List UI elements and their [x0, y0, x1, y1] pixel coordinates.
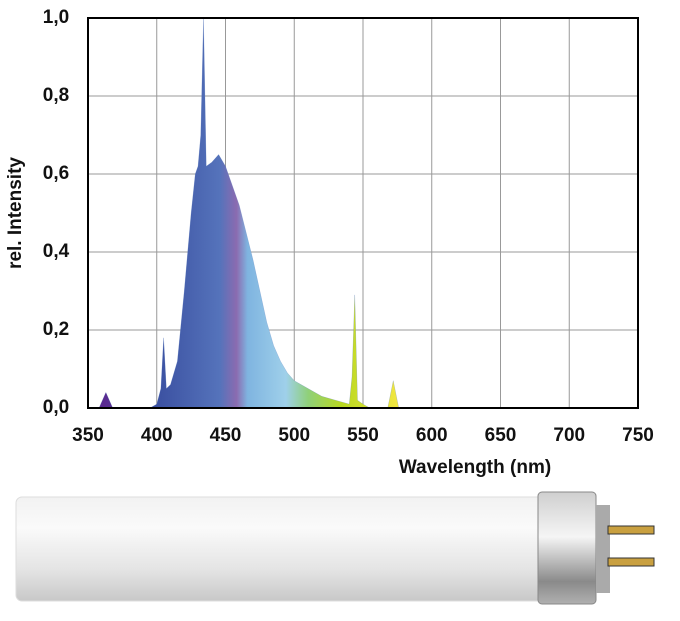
- y-tick-label: 0,4: [43, 241, 70, 262]
- y-axis-label: rel. Intensity: [5, 157, 26, 269]
- y-tick-label: 0,6: [43, 163, 69, 184]
- y-tick-label: 0,0: [43, 397, 69, 418]
- x-tick-label: 650: [485, 425, 517, 446]
- y-tick-label: 0,2: [43, 319, 69, 340]
- tube-photo: [15, 491, 655, 605]
- x-tick-label: 600: [416, 425, 448, 446]
- x-tick-label: 750: [622, 425, 654, 446]
- plot-frame: [87, 17, 639, 409]
- x-axis-label: Wavelength (nm): [399, 457, 551, 478]
- x-tick-label: 550: [347, 425, 379, 446]
- y-tick-label: 1,0: [43, 7, 69, 28]
- x-tick-label: 450: [210, 425, 242, 446]
- y-tick-label: 0,8: [43, 85, 69, 106]
- spectrum-area: [98, 17, 400, 409]
- x-tick-label: 350: [72, 425, 104, 446]
- x-tick-label: 400: [141, 425, 173, 446]
- x-tick-label: 700: [553, 425, 585, 446]
- x-tick-label: 500: [278, 425, 310, 446]
